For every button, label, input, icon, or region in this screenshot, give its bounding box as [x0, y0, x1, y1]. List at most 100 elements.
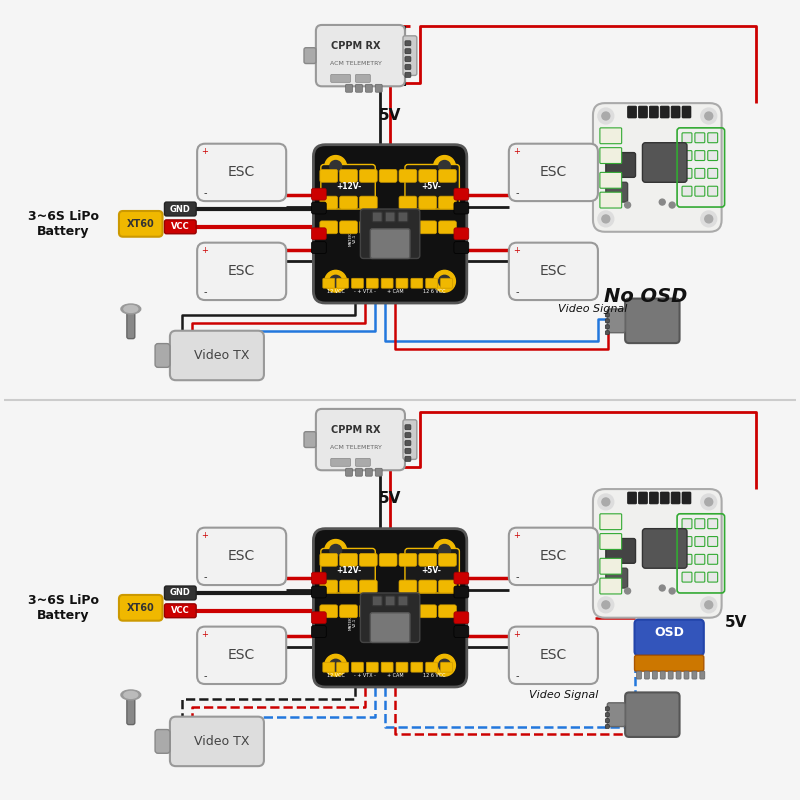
- Text: -: -: [515, 572, 518, 582]
- FancyBboxPatch shape: [684, 671, 689, 679]
- FancyBboxPatch shape: [375, 84, 382, 92]
- FancyBboxPatch shape: [340, 196, 358, 209]
- FancyBboxPatch shape: [119, 211, 162, 237]
- Circle shape: [325, 654, 346, 676]
- FancyBboxPatch shape: [454, 626, 469, 638]
- FancyBboxPatch shape: [359, 605, 378, 618]
- FancyBboxPatch shape: [695, 133, 705, 142]
- Text: Video Signal: Video Signal: [558, 304, 628, 314]
- FancyBboxPatch shape: [606, 706, 610, 710]
- FancyBboxPatch shape: [454, 228, 469, 240]
- FancyBboxPatch shape: [405, 49, 411, 54]
- Circle shape: [438, 275, 450, 287]
- Circle shape: [659, 585, 666, 591]
- FancyBboxPatch shape: [359, 221, 378, 234]
- FancyBboxPatch shape: [600, 128, 622, 144]
- Text: ESC: ESC: [228, 550, 255, 563]
- FancyBboxPatch shape: [320, 554, 338, 566]
- Circle shape: [705, 112, 713, 120]
- FancyBboxPatch shape: [509, 144, 598, 201]
- FancyBboxPatch shape: [321, 165, 375, 209]
- Text: +: +: [514, 246, 520, 255]
- FancyBboxPatch shape: [606, 153, 635, 178]
- FancyBboxPatch shape: [606, 538, 635, 563]
- FancyBboxPatch shape: [650, 106, 658, 118]
- FancyBboxPatch shape: [316, 25, 405, 86]
- Text: 12 6 VCC: 12 6 VCC: [423, 673, 446, 678]
- FancyBboxPatch shape: [600, 558, 622, 574]
- Circle shape: [602, 112, 610, 120]
- FancyBboxPatch shape: [405, 41, 411, 46]
- Text: +12V-: +12V-: [336, 566, 361, 574]
- Ellipse shape: [124, 691, 138, 698]
- FancyBboxPatch shape: [399, 605, 417, 618]
- Circle shape: [325, 270, 346, 292]
- Text: 3~6S LiPo
Battery: 3~6S LiPo Battery: [28, 594, 99, 622]
- FancyBboxPatch shape: [695, 150, 705, 161]
- FancyBboxPatch shape: [419, 605, 437, 618]
- Text: +12V-: +12V-: [336, 182, 361, 190]
- FancyBboxPatch shape: [682, 169, 692, 178]
- FancyBboxPatch shape: [695, 554, 705, 564]
- FancyBboxPatch shape: [695, 169, 705, 178]
- FancyBboxPatch shape: [606, 182, 628, 202]
- FancyBboxPatch shape: [671, 492, 680, 504]
- Circle shape: [438, 161, 450, 172]
- FancyBboxPatch shape: [197, 144, 286, 201]
- FancyBboxPatch shape: [396, 662, 408, 672]
- Text: ESC: ESC: [228, 264, 255, 278]
- Text: +: +: [202, 246, 209, 255]
- Text: Video TX: Video TX: [194, 735, 250, 748]
- FancyBboxPatch shape: [311, 586, 326, 598]
- Circle shape: [438, 659, 450, 671]
- FancyBboxPatch shape: [411, 662, 422, 672]
- FancyBboxPatch shape: [600, 172, 622, 188]
- FancyBboxPatch shape: [625, 298, 679, 343]
- FancyBboxPatch shape: [405, 165, 459, 209]
- FancyBboxPatch shape: [642, 142, 687, 182]
- FancyBboxPatch shape: [637, 671, 642, 679]
- FancyBboxPatch shape: [165, 202, 196, 216]
- FancyBboxPatch shape: [454, 188, 469, 200]
- FancyBboxPatch shape: [355, 458, 370, 466]
- FancyBboxPatch shape: [396, 278, 408, 288]
- FancyBboxPatch shape: [708, 572, 718, 582]
- FancyBboxPatch shape: [660, 492, 669, 504]
- FancyBboxPatch shape: [340, 170, 358, 182]
- Text: GND: GND: [170, 205, 190, 214]
- Text: ESC: ESC: [540, 648, 567, 662]
- FancyBboxPatch shape: [634, 620, 704, 655]
- FancyBboxPatch shape: [379, 170, 397, 182]
- Text: 5V: 5V: [726, 615, 748, 630]
- Text: ESC: ESC: [228, 166, 255, 179]
- FancyBboxPatch shape: [682, 492, 691, 504]
- FancyBboxPatch shape: [405, 57, 411, 62]
- FancyBboxPatch shape: [607, 309, 625, 333]
- FancyBboxPatch shape: [593, 489, 722, 618]
- FancyBboxPatch shape: [197, 242, 286, 300]
- Text: XT60: XT60: [127, 219, 154, 229]
- Circle shape: [598, 108, 614, 124]
- FancyBboxPatch shape: [606, 568, 628, 588]
- FancyBboxPatch shape: [366, 662, 378, 672]
- Text: 12 VCC: 12 VCC: [326, 289, 345, 294]
- FancyBboxPatch shape: [405, 457, 411, 462]
- FancyBboxPatch shape: [399, 196, 417, 209]
- Text: ESC: ESC: [540, 166, 567, 179]
- FancyBboxPatch shape: [600, 534, 622, 550]
- FancyBboxPatch shape: [642, 529, 687, 568]
- Text: -: -: [203, 287, 207, 297]
- FancyBboxPatch shape: [682, 518, 692, 529]
- FancyBboxPatch shape: [127, 695, 134, 725]
- FancyBboxPatch shape: [405, 549, 459, 593]
- FancyBboxPatch shape: [438, 170, 457, 182]
- FancyBboxPatch shape: [682, 554, 692, 564]
- Text: ACM TELEMETRY: ACM TELEMETRY: [330, 61, 382, 66]
- Text: 12 6 VCC: 12 6 VCC: [423, 289, 446, 294]
- FancyBboxPatch shape: [314, 145, 466, 303]
- FancyBboxPatch shape: [682, 106, 691, 118]
- Text: + CAM: + CAM: [386, 673, 403, 678]
- FancyBboxPatch shape: [323, 662, 334, 672]
- FancyBboxPatch shape: [372, 212, 382, 222]
- Circle shape: [434, 155, 455, 178]
